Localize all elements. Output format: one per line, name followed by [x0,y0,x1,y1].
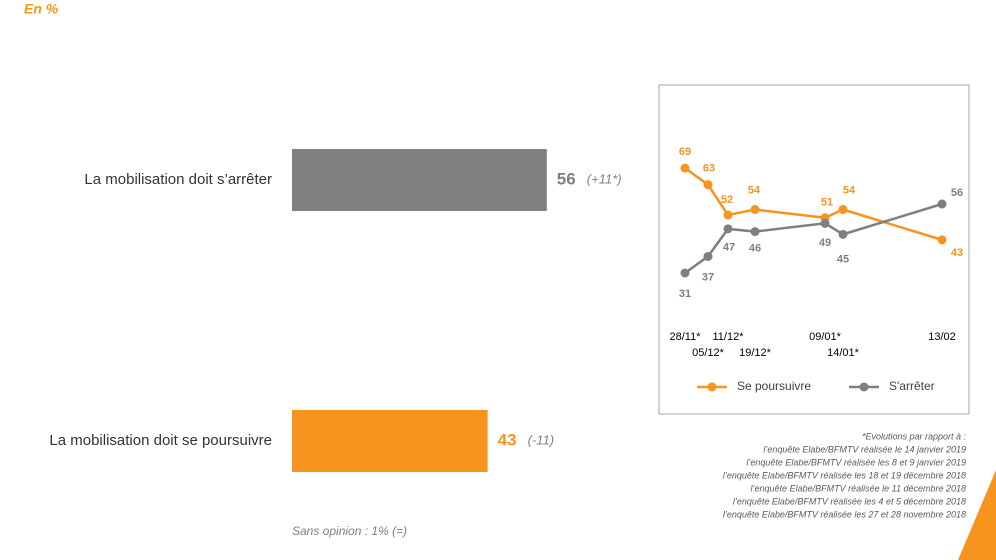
point [723,210,733,220]
point [838,229,848,239]
data-label: 47 [723,242,735,254]
data-label: 54 [748,184,761,196]
value-label: 43 [498,430,517,449]
legend-label: S'arrêter [889,379,935,393]
data-label: 56 [951,187,963,199]
point [703,251,713,261]
data-label: 51 [821,197,833,209]
bar [292,149,547,211]
category-label: La mobilisation doit se poursuivre [49,432,272,449]
notes-line: l’enquête Elabe/BFMTV réalisée les 18 et… [723,470,966,480]
change-label: (-11) [528,432,554,447]
data-label: 46 [749,243,761,255]
legend-marker [859,382,869,392]
notes-line: l’enquête Elabe/BFMTV réalisée le 11 déc… [751,483,966,493]
point [820,218,830,228]
point [680,163,690,173]
legend-marker [707,382,717,392]
data-label: 45 [837,253,849,265]
x-tick-label: 19/12* [739,347,772,359]
x-tick-label: 14/01* [827,347,860,359]
notes-line: l’enquête Elabe/BFMTV réalisée les 8 et … [746,457,966,467]
value-label: 56 [557,169,576,188]
x-tick-label: 11/12* [713,331,745,343]
notes-line: l’enquête Elabe/BFMTV réalisée les 4 et … [733,496,966,506]
x-tick-label: 05/12* [692,347,725,359]
point [703,180,713,190]
x-tick-label: 13/02 [928,331,956,343]
inset-frame [658,84,970,415]
data-label: 63 [703,163,715,175]
data-label: 69 [679,146,691,158]
data-label: 31 [679,288,691,300]
series-line [684,202,943,275]
legend-label: Se poursuivre [737,379,811,393]
corner-decoration [958,470,996,560]
point [937,235,947,245]
bar [292,410,488,472]
data-label: 49 [819,237,831,249]
data-label: 52 [721,194,733,206]
point [750,227,760,237]
notes-line: l’enquête Elabe/BFMTV réalisée le 14 jan… [763,444,966,454]
point [838,205,848,215]
data-label: 37 [702,271,714,283]
category-label: La mobilisation doit s’arrêter [84,171,272,188]
data-label: 43 [951,247,963,259]
point [937,199,947,209]
x-tick-label: 09/01* [809,331,842,343]
point [723,224,733,234]
point [680,268,690,278]
change-label: (+11*) [587,171,622,186]
notes-title: *Evolutions par rapport à : [862,431,967,441]
x-tick-label: 28/11* [670,331,702,343]
unit-note: En % [24,1,59,17]
footnote: Sans opinion : 1% (=) [292,524,407,538]
data-label: 54 [843,184,856,196]
notes-line: l’enquête Elabe/BFMTV réalisée les 27 et… [723,509,966,519]
point [750,205,760,215]
content: La mobilisation doit s’arrêter 56 (+11*) La… [49,146,966,538]
